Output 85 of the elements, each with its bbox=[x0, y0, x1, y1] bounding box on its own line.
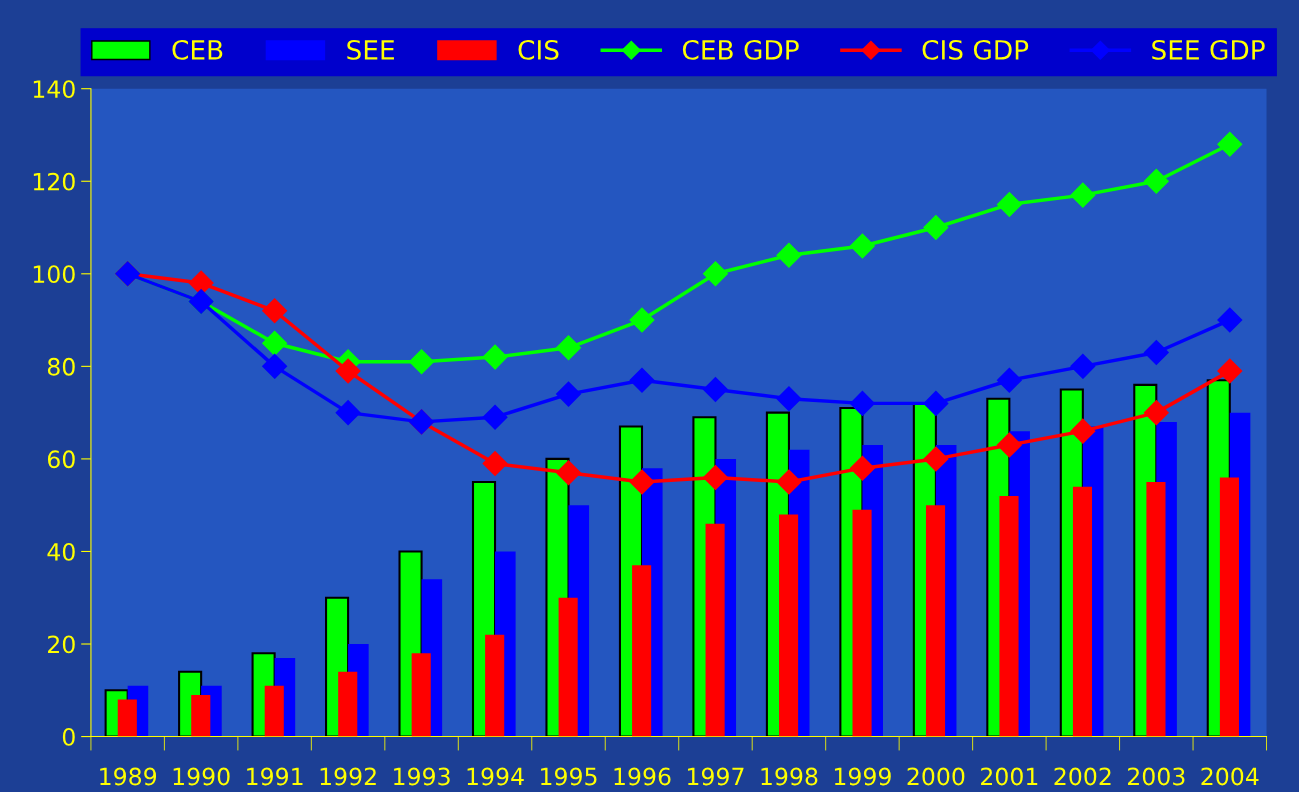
legend-label: CEB GDP bbox=[682, 39, 799, 60]
x-tick-label: 2000 bbox=[907, 767, 965, 786]
point bbox=[482, 344, 508, 370]
x-tick-label: 2003 bbox=[1128, 767, 1185, 786]
x-tick-label: 1998 bbox=[761, 767, 818, 786]
bar bbox=[779, 514, 799, 737]
y-tick-label: 40 bbox=[47, 542, 75, 561]
bar bbox=[1146, 482, 1166, 737]
y-tick-label: 140 bbox=[33, 80, 75, 99]
point bbox=[335, 358, 361, 384]
x-tick-label: 1993 bbox=[394, 767, 450, 786]
point bbox=[1070, 182, 1096, 208]
point bbox=[776, 242, 802, 268]
point bbox=[262, 330, 288, 356]
x-tick-label: 2004 bbox=[1201, 767, 1259, 786]
y-tick-label: 80 bbox=[47, 357, 75, 376]
point bbox=[335, 400, 361, 426]
bar bbox=[1219, 477, 1239, 737]
bar bbox=[191, 694, 211, 737]
x-tick-label: 1990 bbox=[173, 767, 230, 786]
x-tick-label: 1989 bbox=[100, 767, 157, 786]
point bbox=[996, 367, 1022, 393]
x-tick-label: 1991 bbox=[247, 767, 303, 786]
point bbox=[262, 353, 288, 379]
point bbox=[556, 335, 581, 361]
point bbox=[262, 298, 288, 324]
x-tick-label: 1999 bbox=[834, 767, 891, 786]
y-tick-label: 60 bbox=[47, 450, 75, 469]
bar bbox=[117, 699, 137, 737]
point bbox=[1217, 307, 1243, 333]
point bbox=[776, 386, 802, 412]
point bbox=[923, 390, 949, 416]
point bbox=[1217, 358, 1243, 384]
point bbox=[702, 377, 728, 402]
point bbox=[482, 451, 508, 477]
point bbox=[996, 191, 1022, 217]
bar bbox=[632, 565, 652, 737]
point bbox=[482, 404, 508, 430]
point bbox=[1070, 353, 1096, 379]
y-tick-label: 0 bbox=[62, 728, 75, 746]
x-tick-label: 1995 bbox=[541, 767, 597, 786]
bar bbox=[999, 495, 1019, 737]
legend-label: CEB bbox=[172, 39, 223, 60]
point bbox=[1143, 168, 1169, 194]
x-tick-label: 1992 bbox=[320, 767, 376, 786]
point bbox=[849, 390, 875, 416]
point bbox=[849, 455, 875, 481]
x-tick-label: 1994 bbox=[467, 767, 524, 786]
bar bbox=[264, 685, 284, 737]
bar bbox=[1072, 486, 1093, 737]
point bbox=[1143, 400, 1169, 426]
bar bbox=[558, 597, 578, 737]
point bbox=[776, 469, 802, 495]
legend-label: SEE GDP bbox=[1152, 39, 1265, 60]
bar bbox=[852, 509, 872, 737]
point bbox=[702, 261, 728, 287]
point bbox=[849, 233, 875, 259]
point bbox=[556, 460, 581, 486]
point bbox=[923, 215, 949, 241]
y-tick-label: 120 bbox=[33, 172, 75, 191]
bar bbox=[705, 523, 725, 737]
point bbox=[1143, 339, 1169, 365]
point bbox=[556, 381, 581, 407]
point bbox=[629, 307, 655, 333]
bar bbox=[925, 505, 946, 737]
y-tick-label: 20 bbox=[48, 635, 75, 654]
bar bbox=[485, 634, 505, 737]
point bbox=[629, 367, 655, 393]
legend-label: CIS GDP bbox=[922, 39, 1029, 60]
legend-label: SEE bbox=[347, 39, 394, 60]
point bbox=[409, 349, 435, 375]
bar bbox=[411, 653, 431, 737]
x-tick-label: 1997 bbox=[688, 767, 744, 786]
y-tick-label: 100 bbox=[33, 265, 75, 284]
point bbox=[996, 432, 1022, 458]
point bbox=[629, 469, 655, 495]
x-tick-label: 2002 bbox=[1054, 767, 1111, 786]
legend-label: CIS bbox=[518, 39, 559, 60]
x-tick-label: 2001 bbox=[981, 767, 1038, 786]
point bbox=[702, 464, 728, 490]
point bbox=[1217, 131, 1243, 157]
point bbox=[1070, 418, 1096, 444]
point bbox=[923, 446, 949, 472]
bar bbox=[338, 671, 358, 737]
x-tick-label: 1996 bbox=[614, 767, 671, 786]
